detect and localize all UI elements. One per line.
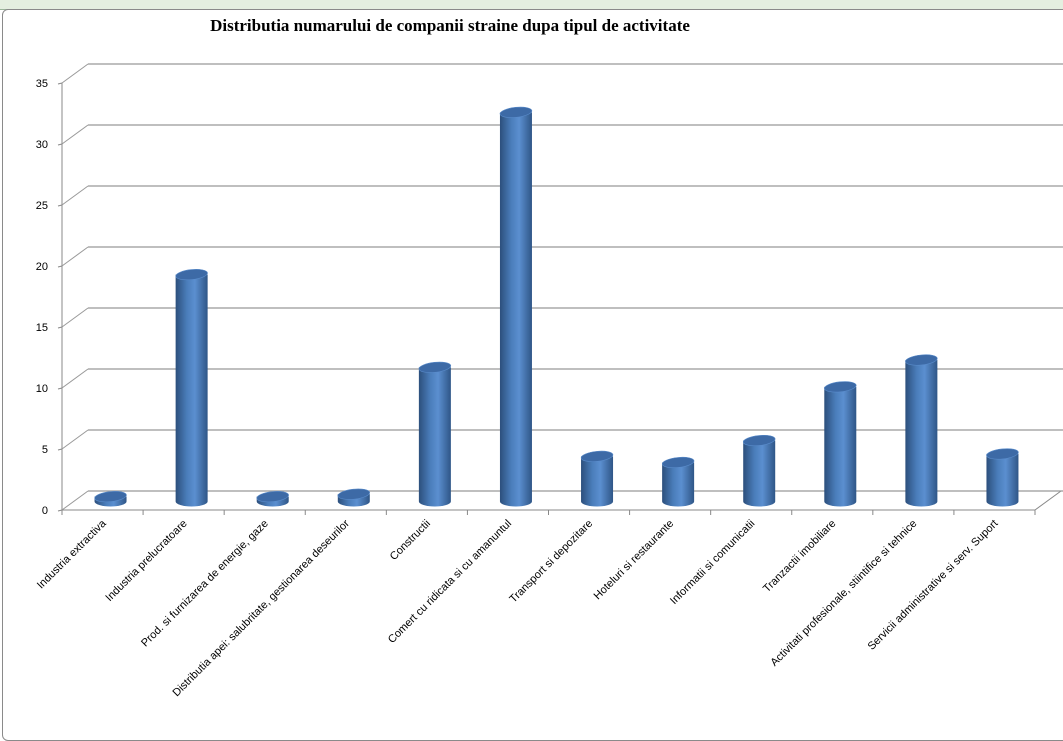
bar (905, 359, 938, 507)
bar-top (580, 450, 614, 462)
chart-title: Distributia numarului de companii strain… (210, 16, 690, 35)
y-tick-label: 5 (42, 444, 48, 456)
gridline-side (61, 429, 89, 450)
bar (175, 274, 208, 507)
gridline-side (61, 246, 89, 267)
y-tick (57, 387, 63, 390)
gridline-side (61, 368, 89, 389)
bar-top (905, 354, 938, 366)
y-tick (57, 204, 63, 207)
bar-top (337, 488, 371, 500)
y-tick-label: 35 (36, 78, 48, 90)
category-label: Distributia apei: salubritate, gestionar… (170, 517, 352, 699)
y-tick (57, 82, 63, 85)
y-tick (57, 143, 63, 146)
bar-top (661, 456, 695, 469)
bar-top (742, 434, 776, 447)
bar (824, 386, 857, 507)
y-tick (57, 326, 63, 329)
category-label: Transport si depozitare (507, 518, 595, 606)
bar-top (256, 491, 289, 503)
y-tick (57, 509, 63, 512)
category-label: Industria extractiva (35, 517, 109, 591)
bar-top (986, 448, 1019, 460)
gridline-side (61, 124, 89, 145)
category-label: Servicii administrative si serv. Suport (866, 518, 1001, 653)
gridline-side (61, 490, 89, 511)
category-label: Prod. si furnizarea de energie, gaze (139, 518, 271, 650)
bar (418, 367, 451, 507)
bar (499, 112, 532, 507)
y-tick-label: 25 (36, 200, 48, 212)
category-label: Industria prelucratoare (103, 518, 189, 604)
bar-top (175, 269, 208, 281)
y-tick (57, 448, 63, 451)
category-label: Tranzactii imobiliare (761, 518, 838, 595)
y-tick-label: 20 (36, 261, 48, 273)
category-label: Hoteluri si restaurante (592, 518, 677, 603)
bar-top (418, 361, 452, 373)
y-tick (57, 265, 63, 268)
gridline-side (61, 185, 89, 206)
gridline-side (61, 63, 89, 84)
bar (581, 456, 614, 507)
bar (986, 453, 1019, 507)
bar (662, 462, 695, 507)
floor-edge (1034, 490, 1062, 511)
category-label: Activitati profesionale, stiintifice si … (768, 518, 919, 669)
y-tick-label: 30 (36, 139, 48, 151)
gridline-side (61, 307, 89, 328)
bar-top (499, 106, 533, 118)
bar (743, 440, 776, 507)
y-tick-label: 10 (36, 383, 48, 395)
bar-top (94, 491, 127, 503)
y-tick-label: 15 (36, 322, 48, 334)
category-label: Informatii si comunicatii (668, 518, 757, 607)
bar-top (824, 381, 857, 393)
category-label: Constructii (388, 518, 433, 563)
y-tick-label: 0 (42, 505, 48, 517)
